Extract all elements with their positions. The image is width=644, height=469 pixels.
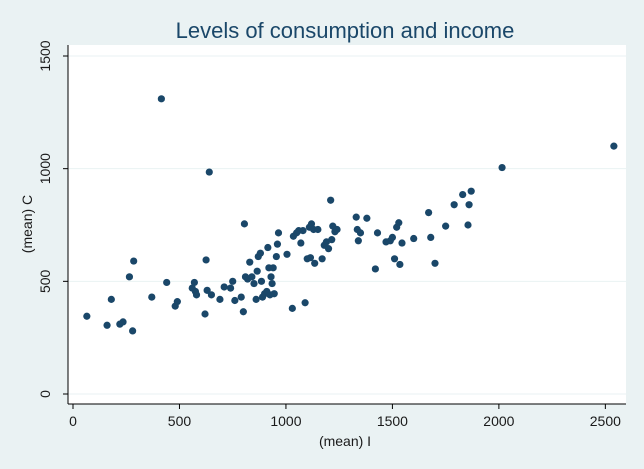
data-point-58 xyxy=(297,239,305,247)
data-point-82 xyxy=(371,265,379,273)
data-point-18 xyxy=(202,256,210,264)
data-point-66 xyxy=(311,259,319,267)
data-point-53 xyxy=(283,250,291,258)
x-tick-label-0: 0 xyxy=(69,413,77,429)
data-point-60 xyxy=(301,299,309,307)
data-point-19 xyxy=(203,286,211,294)
data-point-98 xyxy=(459,190,467,199)
data-point-97 xyxy=(450,201,458,209)
data-point-81 xyxy=(363,214,371,222)
data-point-102 xyxy=(498,163,506,172)
data-point-21 xyxy=(207,291,216,299)
data-point-6 xyxy=(129,327,137,335)
data-point-59 xyxy=(299,227,307,235)
data-point-38 xyxy=(256,249,264,257)
data-point-24 xyxy=(226,284,235,292)
data-point-7 xyxy=(130,257,138,265)
data-point-25 xyxy=(229,277,237,285)
data-point-63 xyxy=(306,254,315,262)
data-point-77 xyxy=(352,213,360,221)
x-tick-label-1500: 1500 xyxy=(377,413,408,429)
plot-area xyxy=(68,45,626,404)
data-point-16 xyxy=(192,291,201,299)
data-point-26 xyxy=(231,296,239,305)
data-point-101 xyxy=(467,187,475,195)
data-point-32 xyxy=(246,258,254,266)
data-point-90 xyxy=(396,260,404,269)
data-point-86 xyxy=(388,233,397,241)
x-axis-label: (mean) I xyxy=(319,433,371,449)
y-tick-label-1500: 1500 xyxy=(37,40,53,71)
data-point-9 xyxy=(157,95,165,103)
data-point-35 xyxy=(252,295,260,303)
data-point-99 xyxy=(464,221,472,229)
x-tick-label-2500: 2500 xyxy=(590,413,621,429)
data-point-52 xyxy=(274,229,283,237)
data-point-91 xyxy=(398,239,406,247)
data-point-43 xyxy=(264,243,272,252)
data-point-72 xyxy=(327,196,335,204)
data-point-79 xyxy=(354,237,362,245)
data-point-73 xyxy=(328,236,336,244)
grid-lines xyxy=(68,55,626,395)
data-point-22 xyxy=(216,295,224,303)
data-point-51 xyxy=(273,240,282,248)
data-point-2 xyxy=(107,295,115,303)
data-point-10 xyxy=(163,278,171,287)
data-point-0 xyxy=(83,312,91,320)
data-point-54 xyxy=(288,304,296,312)
data-point-93 xyxy=(425,209,433,217)
data-point-29 xyxy=(240,220,249,228)
data-point-48 xyxy=(269,264,277,272)
data-point-100 xyxy=(465,201,473,209)
data-point-33 xyxy=(248,273,256,281)
y-axis-ticks: 0 500 1000 1500 xyxy=(37,40,68,398)
x-tick-label-2000: 2000 xyxy=(483,413,514,429)
data-point-71 xyxy=(324,245,333,253)
data-point-50 xyxy=(272,252,280,261)
y-tick-label-0: 0 xyxy=(37,390,53,398)
data-point-34 xyxy=(250,279,258,288)
data-point-4 xyxy=(119,318,127,326)
data-point-89 xyxy=(395,219,403,227)
data-point-64 xyxy=(307,220,316,228)
y-axis-label: (mean) C xyxy=(19,195,35,253)
data-point-103 xyxy=(610,142,618,150)
data-point-20 xyxy=(205,168,213,176)
data-points xyxy=(83,95,618,335)
data-point-36 xyxy=(253,267,261,275)
data-point-39 xyxy=(257,277,266,285)
y-tick-label-1000: 1000 xyxy=(37,153,53,184)
data-point-46 xyxy=(267,273,275,281)
data-point-14 xyxy=(190,278,198,287)
data-point-96 xyxy=(442,222,450,230)
data-point-12 xyxy=(173,298,181,306)
data-point-49 xyxy=(270,290,278,298)
data-point-23 xyxy=(220,283,228,291)
data-point-1 xyxy=(103,321,111,329)
data-point-47 xyxy=(268,279,276,288)
data-point-28 xyxy=(239,308,247,316)
data-point-94 xyxy=(427,233,435,241)
data-point-80 xyxy=(356,229,365,237)
data-point-95 xyxy=(431,259,439,267)
data-point-27 xyxy=(237,293,245,301)
data-point-17 xyxy=(201,310,209,318)
y-tick-label-500: 500 xyxy=(37,269,53,293)
data-point-87 xyxy=(390,255,399,263)
data-point-92 xyxy=(410,234,418,243)
chart-title: Levels of consumption and income xyxy=(176,18,515,43)
data-point-83 xyxy=(373,229,382,237)
x-tick-label-1000: 1000 xyxy=(270,413,301,429)
data-point-68 xyxy=(318,255,326,263)
data-point-76 xyxy=(333,225,341,234)
x-tick-label-500: 500 xyxy=(168,413,192,429)
data-point-5 xyxy=(125,273,134,281)
data-point-67 xyxy=(314,225,322,234)
data-point-8 xyxy=(148,293,156,301)
x-axis-ticks: 0 500 1000 1500 2000 2500 xyxy=(69,404,621,429)
